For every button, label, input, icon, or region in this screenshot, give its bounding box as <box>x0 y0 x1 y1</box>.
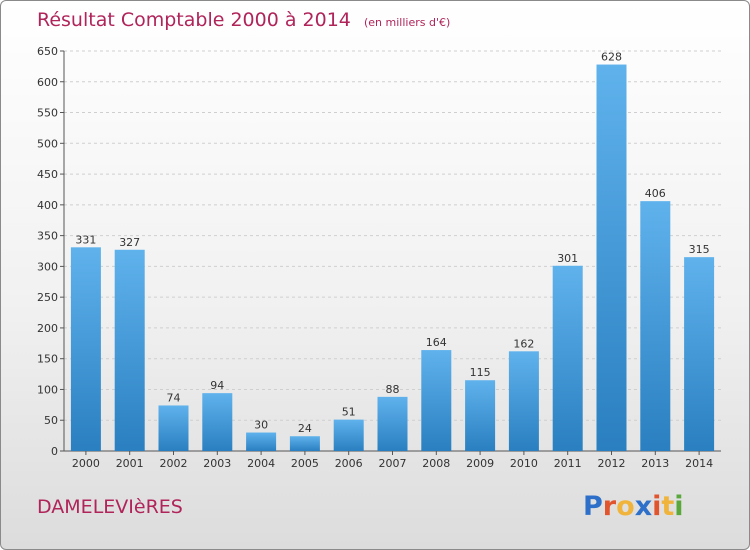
y-tick-label: 150 <box>37 353 58 366</box>
bar <box>465 380 496 451</box>
bar <box>684 257 715 451</box>
chart-subtitle: (en milliers d'€) <box>363 16 451 29</box>
y-tick-label: 450 <box>37 168 58 181</box>
data-label: 94 <box>210 379 224 392</box>
x-tick-label: 2002 <box>160 457 188 470</box>
x-tick-label: 2012 <box>598 457 626 470</box>
logo-letter: i <box>652 491 662 522</box>
chart-title: Résultat Comptable 2000 à 2014 <box>37 9 351 31</box>
bar <box>246 432 277 451</box>
x-tick-label: 2009 <box>466 457 494 470</box>
data-label: 74 <box>167 391 181 404</box>
y-tick-label: 50 <box>44 414 58 427</box>
bar <box>552 265 583 451</box>
logo-letter: x <box>634 491 653 522</box>
y-tick-label: 0 <box>51 445 58 458</box>
data-label: 628 <box>601 51 622 64</box>
title-row: Résultat Comptable 2000 à 2014 (en milli… <box>37 9 450 31</box>
logo-letter: t <box>661 491 675 522</box>
data-label: 301 <box>557 252 578 265</box>
bar <box>640 201 671 451</box>
x-tick-label: 2005 <box>291 457 319 470</box>
y-tick-label: 300 <box>37 260 58 273</box>
y-tick-label: 250 <box>37 291 58 304</box>
data-label: 315 <box>689 243 710 256</box>
x-tick-label: 2013 <box>641 457 669 470</box>
data-label: 51 <box>342 406 356 419</box>
bar <box>421 350 452 451</box>
data-label: 406 <box>645 187 666 200</box>
bar <box>158 405 189 451</box>
data-label: 24 <box>298 422 312 435</box>
y-tick-label: 100 <box>37 383 58 396</box>
x-tick-label: 2004 <box>247 457 275 470</box>
data-label: 331 <box>75 233 96 246</box>
data-label: 327 <box>119 236 140 249</box>
x-tick-label: 2011 <box>554 457 582 470</box>
x-tick-label: 2008 <box>422 457 450 470</box>
x-tick-label: 2010 <box>510 457 538 470</box>
data-label: 88 <box>386 383 400 396</box>
x-tick-label: 2007 <box>379 457 407 470</box>
x-tick-label: 2014 <box>685 457 713 470</box>
x-tick-label: 2003 <box>203 457 231 470</box>
x-tick-label: 2000 <box>72 457 100 470</box>
label-layer: 331 327 74 94 30 24 51 88 164 115 162 301 628 406 315 <box>75 51 709 436</box>
logo-letter: P <box>583 491 603 522</box>
y-tick-label: 650 <box>37 45 58 58</box>
bar-layer <box>70 64 715 452</box>
y-tick-label: 200 <box>37 322 58 335</box>
bar <box>377 396 408 451</box>
data-label: 162 <box>513 337 534 350</box>
logo-letter: r <box>602 491 617 522</box>
bar <box>289 436 320 451</box>
x-tick-label: 2001 <box>116 457 144 470</box>
y-tick-label: 550 <box>37 107 58 120</box>
data-label: 30 <box>254 419 268 432</box>
bar <box>114 249 145 451</box>
y-tick-label: 500 <box>37 137 58 150</box>
logo-letter: i <box>674 491 684 522</box>
bar <box>508 351 539 451</box>
y-tick-label: 400 <box>37 199 58 212</box>
bar <box>202 393 233 451</box>
x-tick-label: 2006 <box>335 457 363 470</box>
proxiti-logo: Proxiti <box>583 491 684 522</box>
logo-letter: o <box>616 491 635 522</box>
bar <box>333 419 364 451</box>
data-label: 164 <box>426 336 447 349</box>
town-name: DAMELEVIèRES <box>37 496 183 518</box>
data-label: 115 <box>470 366 491 379</box>
bar <box>596 64 627 452</box>
y-tick-label: 350 <box>37 230 58 243</box>
y-tick-label: 600 <box>37 76 58 89</box>
bar <box>70 247 101 451</box>
